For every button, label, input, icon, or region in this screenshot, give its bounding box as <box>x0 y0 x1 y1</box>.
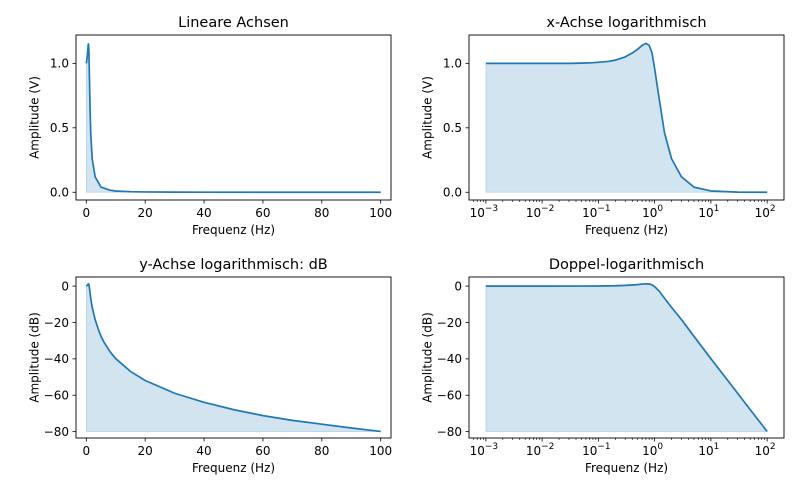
y-tick-label: −40 <box>437 352 462 366</box>
x-tick-label: 60 <box>255 206 270 220</box>
x-tick-label: 10−2 <box>526 442 555 458</box>
x-tick-label: 100 <box>369 444 392 458</box>
x-tick-label: 20 <box>138 444 153 458</box>
x-tick-label: 40 <box>196 444 211 458</box>
series-line <box>485 282 768 432</box>
subplot-title: x-Achse logarithmisch <box>546 15 706 31</box>
axes-frame <box>75 276 392 439</box>
x-tick-label: 40 <box>196 206 211 220</box>
x-axis-label: Frequenz (Hz) <box>192 223 275 237</box>
y-axis-label: Amplitude (dB) <box>27 312 41 403</box>
subplot-title: y-Achse logarithmisch: dB <box>139 257 328 273</box>
y-tick-label: −60 <box>44 389 69 403</box>
y-tick-label: 1.0 <box>443 57 462 71</box>
x-tick-label: 100 <box>642 204 663 220</box>
subplot-2: 10−3 10−2 10−1 100 101 102 0.0 0.5 1.0 x-Achse lo… <box>420 15 785 237</box>
subplot-3: 0 20 40 60 80 100 −80 −60 −40 −20 0 y-Achse logarit… <box>27 257 392 475</box>
axes-frame <box>468 276 785 439</box>
x-tick-label: 60 <box>255 444 270 458</box>
subplot-title: Doppel-logarithmisch <box>549 257 704 273</box>
y-tick-label: −40 <box>44 352 69 366</box>
series-line <box>485 42 768 194</box>
y-tick-label: −80 <box>437 425 462 439</box>
y-tick-label: 0.0 <box>443 186 462 200</box>
y-tick-label: 0 <box>61 279 69 293</box>
x-tick-label: 80 <box>314 206 329 220</box>
x-tick-label: 102 <box>755 204 776 220</box>
axes-frame <box>75 34 392 201</box>
y-tick-label: 0 <box>454 279 462 293</box>
y-tick-label: 0.5 <box>443 121 462 135</box>
subplot-4: 10−3 10−2 10−1 100 101 102 −80 −60 −40 −20 0 Doppel… <box>420 257 785 475</box>
y-tick-label: 0.5 <box>50 121 69 135</box>
x-tick-label: 0 <box>82 206 90 220</box>
x-axis-label: Frequenz (Hz) <box>585 461 668 475</box>
x-tick-label: 0 <box>82 444 90 458</box>
y-tick-label: −80 <box>44 425 69 439</box>
y-tick-label: 1.0 <box>50 57 69 71</box>
series-line <box>85 283 381 433</box>
x-tick-label: 20 <box>138 206 153 220</box>
x-tick-label: 100 <box>369 206 392 220</box>
y-tick-label: 0.0 <box>50 186 69 200</box>
series-line <box>85 43 381 194</box>
y-axis-label: Amplitude (V) <box>420 76 434 159</box>
x-tick-label: 10−3 <box>470 442 499 458</box>
x-tick-label: 80 <box>314 444 329 458</box>
x-tick-label: 10−2 <box>526 204 555 220</box>
y-axis-label: Amplitude (V) <box>27 76 41 159</box>
x-tick-label: 10−1 <box>582 204 611 220</box>
x-tick-label: 10−3 <box>470 204 499 220</box>
y-tick-label: −60 <box>437 389 462 403</box>
subplot-title: Lineare Achsen <box>178 15 289 31</box>
x-tick-label: 102 <box>755 442 776 458</box>
x-tick-label: 10−1 <box>582 442 611 458</box>
x-tick-label: 101 <box>698 204 719 220</box>
y-tick-label: −20 <box>437 316 462 330</box>
x-tick-label: 100 <box>642 442 663 458</box>
x-axis-label: Frequenz (Hz) <box>585 223 668 237</box>
y-tick-label: −20 <box>44 316 69 330</box>
x-tick-label: 101 <box>698 442 719 458</box>
x-axis-label: Frequenz (Hz) <box>192 461 275 475</box>
subplot-1: 0 20 40 60 80 100 0.0 0.5 1.0 Lineare Achsen Frequ… <box>27 15 392 237</box>
axes-frame <box>468 34 785 201</box>
y-axis-label: Amplitude (dB) <box>420 312 434 403</box>
